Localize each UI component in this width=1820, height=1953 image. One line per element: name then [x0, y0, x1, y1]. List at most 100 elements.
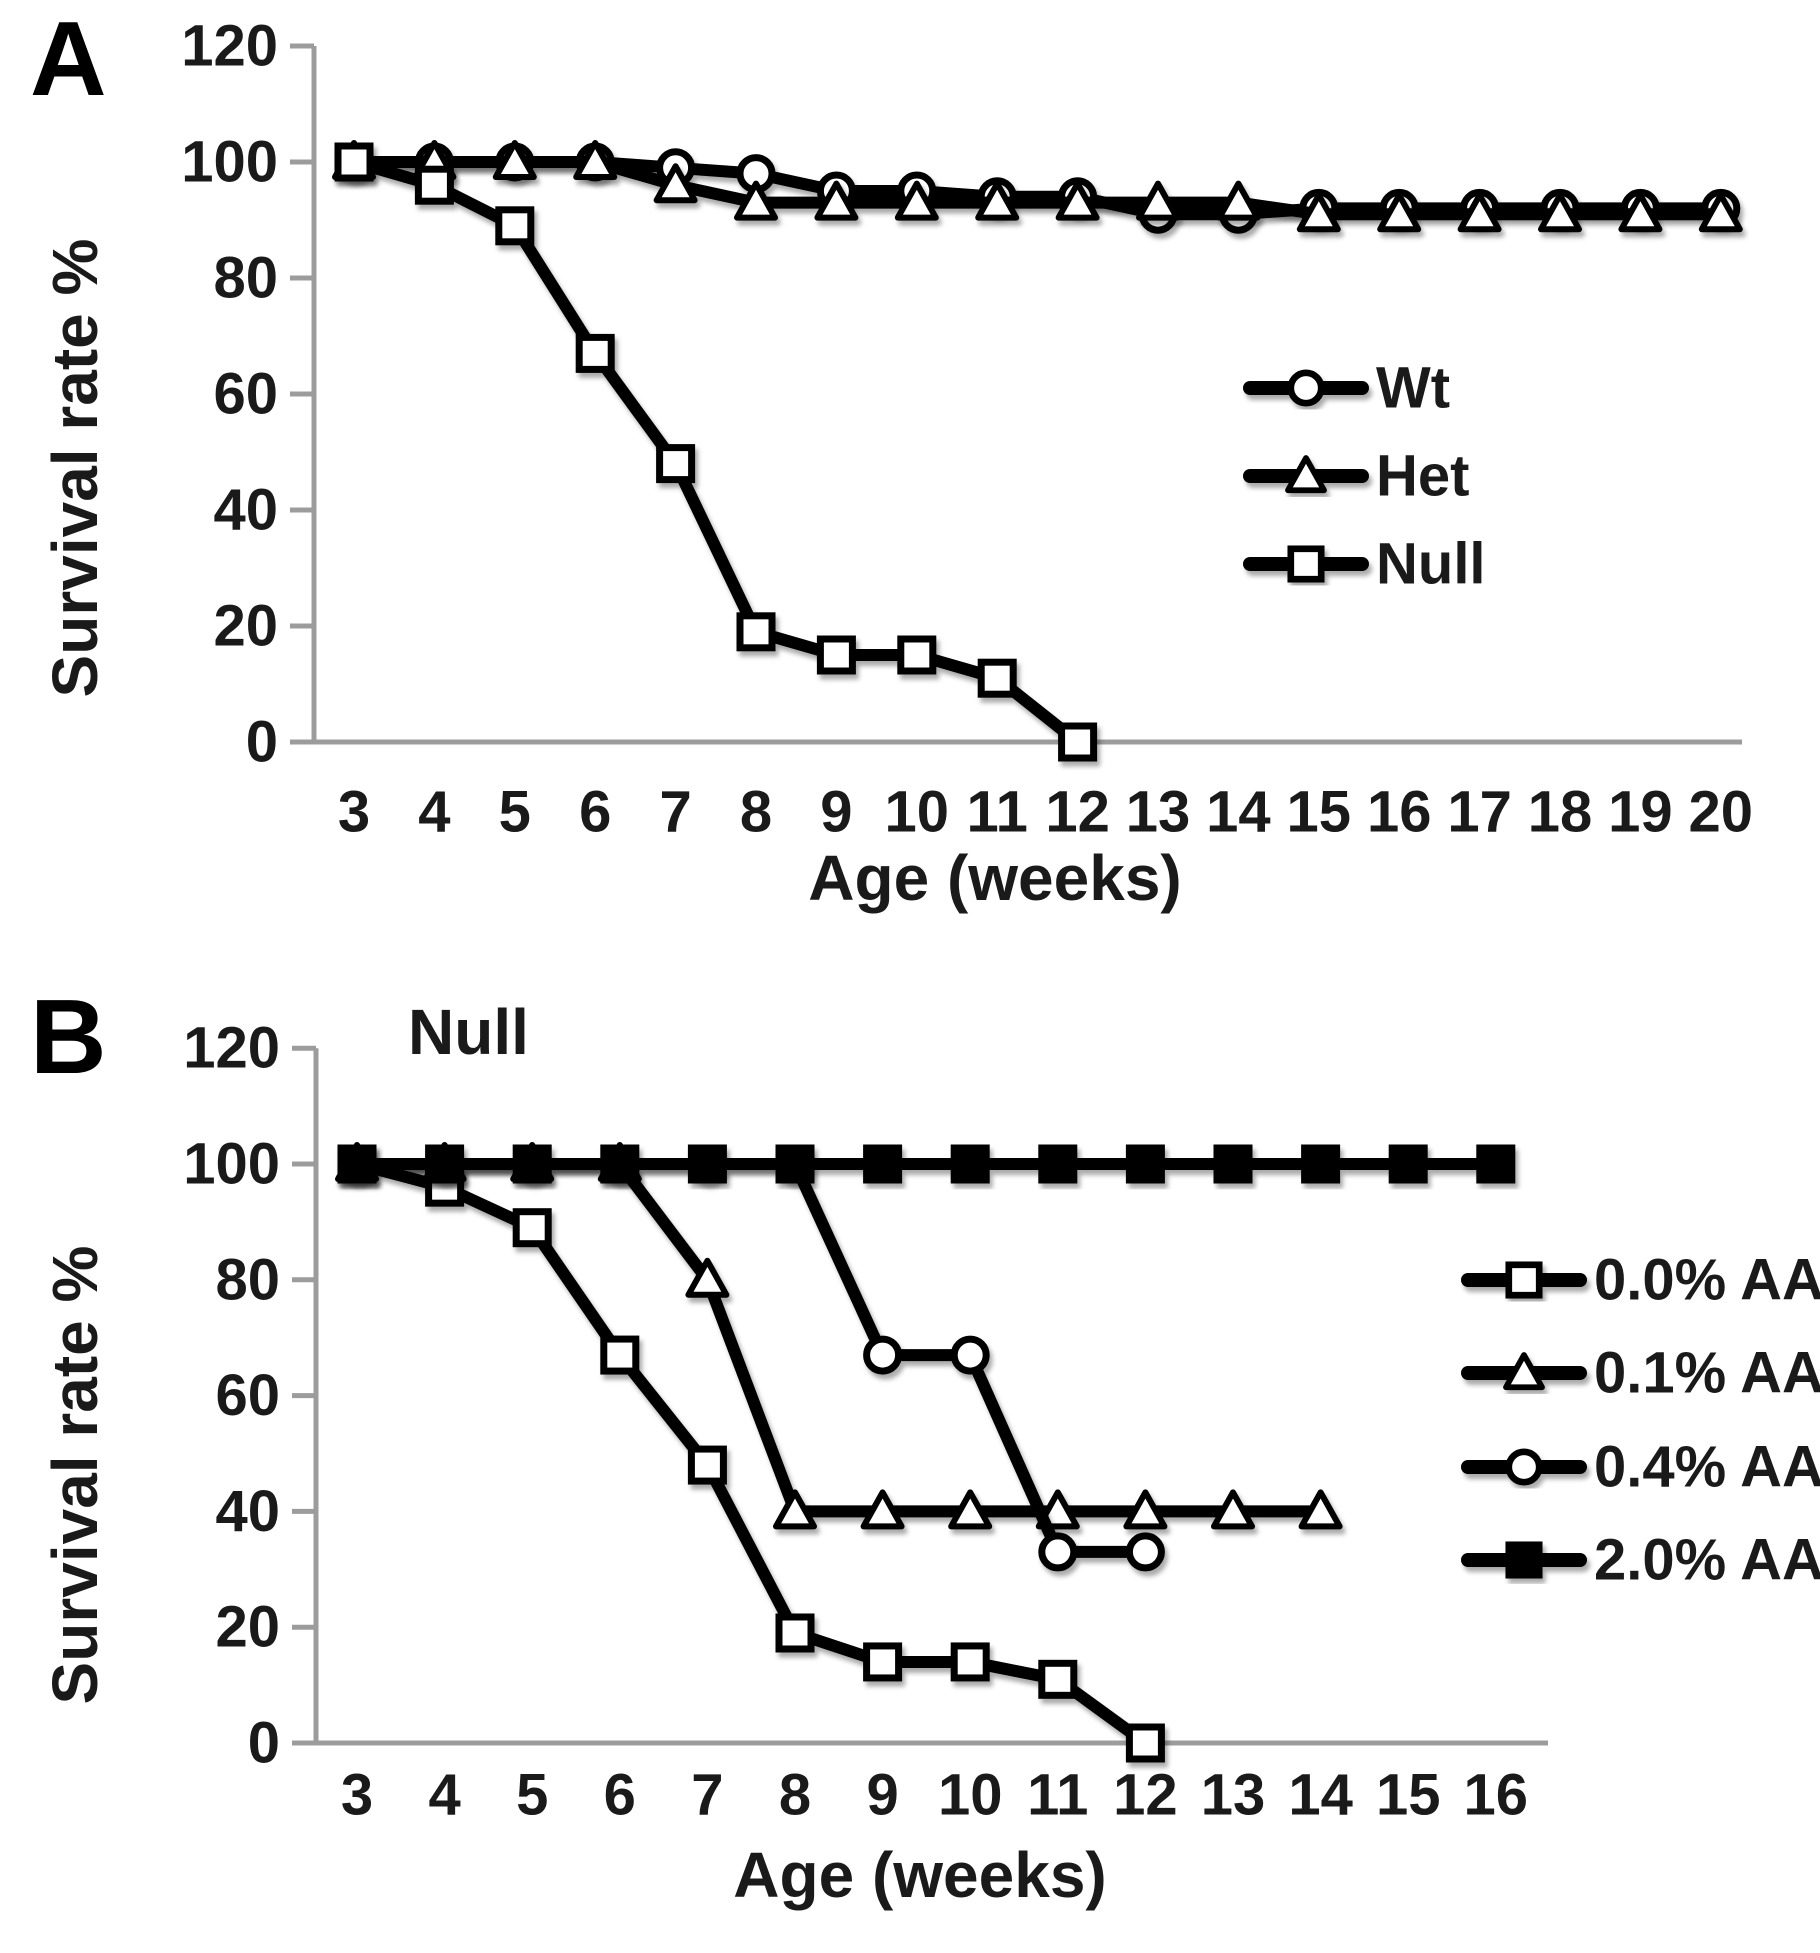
y-tick-label: 60: [215, 1363, 280, 1428]
marker-0-0-aa: [863, 1642, 903, 1682]
marker-0-4-aa: [1038, 1532, 1078, 1572]
legend-entry-het: [1243, 455, 1369, 494]
legend-entry-0-4-aa: [1461, 1448, 1587, 1486]
panel-b-letter: B: [30, 978, 107, 1096]
series-het: [332, 140, 1743, 233]
y-tick-label: 120: [183, 1016, 280, 1081]
y-tick-label: 80: [215, 1247, 280, 1312]
marker-0-4-aa: [950, 1335, 990, 1375]
marker-0-1-aa: [860, 1489, 905, 1530]
series-null: [334, 142, 1098, 762]
marker-0-1-aa: [1298, 1489, 1343, 1530]
legend-entry-null: [1243, 545, 1369, 583]
x-tick-label: 15: [1287, 780, 1352, 845]
x-tick-label: 7: [691, 1763, 723, 1828]
x-tick-label: 14: [1288, 1763, 1353, 1828]
axes: 0 20 40 60 80 100 120 3 4 5 6 7 8 9 10 11 12 13 14 15 16 17 18…: [39, 14, 1753, 915]
marker-het: [1055, 180, 1100, 221]
x-tick-label: 4: [418, 780, 450, 845]
marker-0-0-aa: [1125, 1723, 1165, 1763]
x-tick-label: 6: [579, 780, 611, 845]
marker-null: [897, 635, 937, 675]
legend-label-2-0-aa: 2.0% AA: [1594, 1528, 1820, 1593]
marker-0-4-aa: [1125, 1532, 1165, 1572]
legend-marker-0-4-aa: [1505, 1448, 1543, 1486]
legend-label-het: Het: [1376, 444, 1469, 509]
x-tick-label: 11: [967, 780, 1028, 845]
y-tick-label: 20: [213, 594, 278, 659]
x-tick-label: 8: [740, 780, 772, 845]
x-tick-label: 5: [516, 1763, 548, 1828]
marker-null: [334, 142, 374, 182]
legend-marker-2-0-aa: [1505, 1541, 1543, 1579]
marker-2-0-aa: [1213, 1144, 1253, 1184]
series-2-0-aa: [337, 1144, 1516, 1184]
x-tick-label: 20: [1689, 780, 1754, 845]
marker-null: [816, 635, 856, 675]
x-tick-label: 6: [604, 1763, 636, 1828]
marker-het: [734, 180, 778, 221]
marker-het: [975, 180, 1020, 221]
x-tick-label: 19: [1608, 780, 1673, 845]
series-line-null: [348, 156, 1084, 748]
x-tick-label: 18: [1528, 780, 1593, 845]
legend-entry-0-1-aa: [1461, 1352, 1587, 1391]
marker-het: [1136, 180, 1180, 221]
marker-2-0-aa: [863, 1144, 903, 1184]
y-tick-label: 60: [213, 362, 278, 427]
legend-entry-2-0-aa: [1461, 1541, 1587, 1579]
x-tick-label: 8: [779, 1763, 811, 1828]
x-tick-label: 16: [1367, 780, 1432, 845]
x-tick-label: 3: [341, 1763, 373, 1828]
marker-0-0-aa: [600, 1335, 640, 1375]
legend: Wt Het Null: [1243, 356, 1486, 597]
marker-2-0-aa: [1301, 1144, 1341, 1184]
marker-0-0-aa: [775, 1613, 815, 1653]
y-tick-label: 0: [246, 710, 278, 775]
legend-label-0-0-aa: 0.0% AA: [1594, 1248, 1820, 1313]
y-tick-label: 20: [215, 1595, 280, 1660]
series-0-0-aa: [337, 1144, 1165, 1763]
marker-het: [492, 140, 537, 180]
marker-0-0-aa: [950, 1642, 990, 1682]
marker-null: [495, 206, 535, 246]
legend-entry-0-0-aa: [1461, 1261, 1587, 1299]
y-tick-label: 100: [183, 1132, 280, 1197]
marker-null: [414, 165, 454, 205]
marker-null: [977, 658, 1017, 698]
series-line-0-0-aa: [351, 1158, 1152, 1749]
x-tick-label: 3: [338, 780, 370, 845]
panel-b-title: Null: [408, 996, 529, 1068]
axes: 0 20 40 60 80 100 120 3 4 5 6 7 8 9 10 11 12 13 14 15 16 Age …: [39, 1016, 1548, 1911]
marker-0-0-aa: [512, 1208, 552, 1248]
marker-null: [575, 333, 615, 373]
x-tick-label: 12: [1113, 1763, 1178, 1828]
marker-2-0-aa: [337, 1144, 377, 1184]
x-axis-title: Age (weeks): [733, 1839, 1106, 1911]
x-tick-label: 7: [659, 780, 691, 845]
x-tick-label: 13: [1201, 1763, 1266, 1828]
marker-0-1-aa: [773, 1489, 817, 1530]
marker-0-4-aa: [863, 1335, 903, 1375]
x-tick-label: 9: [866, 1763, 898, 1828]
marker-2-0-aa: [600, 1144, 640, 1184]
legend-marker-null: [1287, 545, 1325, 583]
marker-null: [736, 612, 776, 652]
panel-a-survival-chart: 0 20 40 60 80 100 120 3 4 5 6 7 8 9 10 11 12 13 14 15 16 17 18…: [39, 14, 1753, 915]
marker-0-0-aa: [687, 1445, 727, 1485]
marker-2-0-aa: [425, 1144, 465, 1184]
x-tick-label: 15: [1376, 1763, 1441, 1828]
legend-label-wt: Wt: [1376, 356, 1450, 421]
x-tick-label: 12: [1045, 780, 1110, 845]
legend-label-null: Null: [1376, 532, 1486, 597]
y-tick-label: 40: [213, 478, 278, 543]
marker-0-1-aa: [948, 1489, 993, 1530]
y-tick-label: 120: [181, 14, 278, 79]
marker-het: [1538, 192, 1582, 233]
x-tick-label: 16: [1464, 1763, 1529, 1828]
marker-2-0-aa: [1125, 1144, 1165, 1184]
legend-label-0-4-aa: 0.4% AA: [1594, 1435, 1820, 1500]
y-tick-label: 40: [215, 1479, 280, 1544]
y-tick-label: 80: [213, 246, 278, 311]
marker-null: [656, 444, 696, 484]
